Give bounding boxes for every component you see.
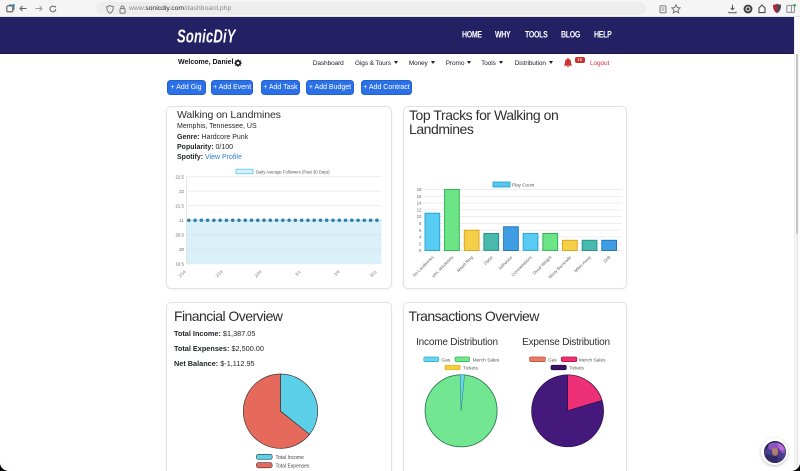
svg-text:6: 6 [419,228,422,233]
svg-text:Drift: Drift [602,254,612,264]
svg-text:3/11: 3/11 [369,269,379,279]
svg-text:Tickets: Tickets [463,366,479,372]
svg-text:2/14: 2/14 [177,269,187,279]
svg-text:Gas: Gas [548,357,557,363]
svg-text:10: 10 [417,214,422,219]
svg-text:8: 8 [419,221,422,226]
svg-text:Miles Away: Miles Away [573,254,592,273]
svg-text:19.5: 19.5 [175,262,184,267]
svg-text:22.5: 22.5 [175,174,184,179]
svg-text:Tickets: Tickets [569,366,585,372]
svg-text:12: 12 [417,207,422,212]
svg-text:Merch Sales: Merch Sales [579,357,606,363]
svg-text:Gas: Gas [441,357,450,363]
svg-text:14: 14 [417,201,422,206]
svg-text:3/1: 3/1 [294,269,302,277]
svg-text:2/19: 2/19 [214,269,224,279]
svg-text:Play Count: Play Count [512,183,535,188]
svg-text:Total Expenses: Total Expenses [276,463,310,469]
svg-text:20: 20 [179,247,184,252]
svg-text:Zippo: Zippo [482,254,494,266]
svg-text:4: 4 [419,235,422,240]
svg-text:Mood Ring: Mood Ring [456,254,475,273]
svg-text:16: 16 [417,194,422,199]
svg-text:yes, absolutely: yes, absolutely [431,254,455,278]
svg-text:2: 2 [419,241,422,246]
svg-text:Daily Average Followers (Past: Daily Average Followers (Past 30 Days) [256,170,330,175]
svg-text:20.5: 20.5 [175,233,184,238]
svg-text:0: 0 [419,248,422,253]
svg-text:3/6: 3/6 [333,269,341,277]
svg-text:21: 21 [179,218,184,223]
svg-text:Jailhouse: Jailhouse [497,254,514,271]
svg-text:Constellations: Constellations [510,255,533,278]
svg-text:Total Income: Total Income [276,455,305,461]
svg-text:2/24: 2/24 [253,269,263,279]
svg-text:18: 18 [417,187,422,192]
svg-text:21.5: 21.5 [175,203,184,208]
svg-text:22: 22 [179,189,184,194]
svg-text:Merch Sales: Merch Sales [473,357,500,363]
